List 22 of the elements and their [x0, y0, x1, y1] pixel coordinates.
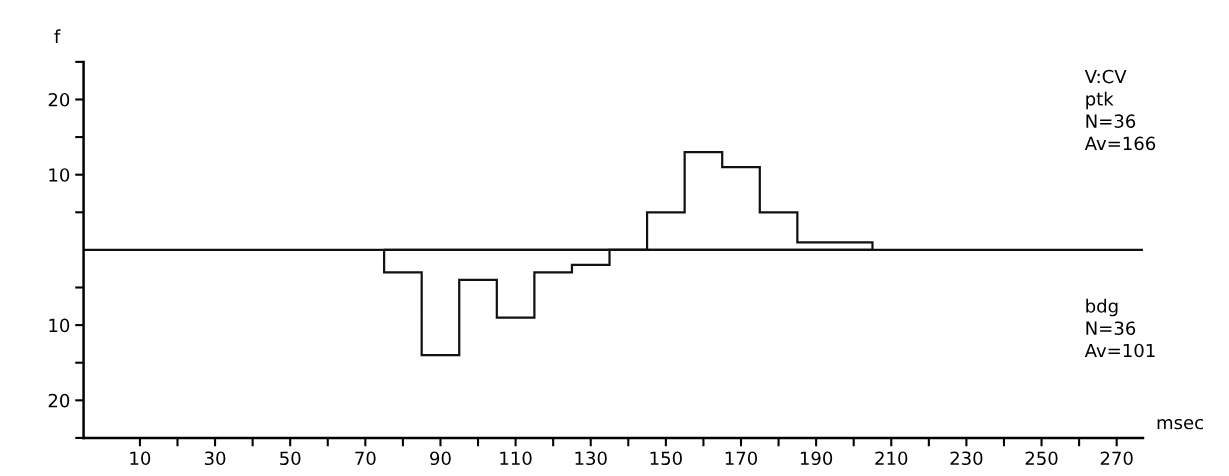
x-tick-label: 130 [575, 451, 607, 466]
x-tick-label: 10 [130, 451, 151, 466]
x-tick-label: 90 [430, 451, 451, 466]
y-tick-label: 10 [49, 318, 70, 333]
x-tick-label: 230 [950, 451, 983, 466]
x-tick-label: 150 [650, 451, 682, 466]
x-tick-label: 270 [1100, 451, 1133, 466]
y-tick-label: 20 [48, 92, 70, 107]
y-tick-label: 10 [49, 168, 70, 182]
x-tick-label: 70 [355, 451, 376, 466]
x-tick-label: 170 [725, 451, 758, 466]
x-tick-label: 210 [875, 451, 908, 466]
x-tick-label: 190 [800, 451, 833, 466]
x-tick-label: 50 [280, 451, 301, 466]
annotation: bdg N=36 Av=101 [1084, 298, 1155, 358]
x-tick-label: 250 [1025, 451, 1058, 466]
y-axis-title: f [54, 29, 61, 44]
annotation: V:CV ptk N=36 Av=166 [1084, 69, 1156, 151]
x-tick-label: 110 [500, 451, 532, 466]
x-axis-title: msec [1157, 418, 1203, 430]
x-tick-label: 30 [204, 451, 226, 466]
y-tick-label: 20 [48, 393, 70, 408]
